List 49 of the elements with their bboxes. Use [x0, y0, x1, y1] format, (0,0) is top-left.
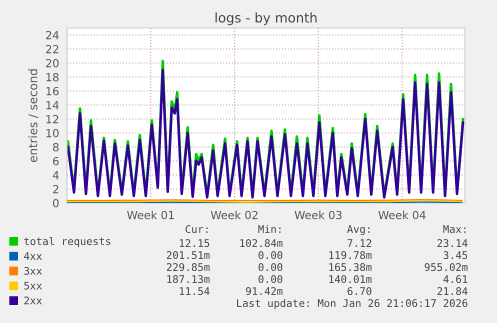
text: 187.13m	[167, 275, 210, 284]
text: Max:	[443, 225, 466, 234]
text: 6.70	[348, 287, 372, 296]
text: 3.45	[444, 251, 468, 260]
y-tick-label: 2	[53, 184, 58, 194]
legend-label: total requests	[24, 237, 110, 248]
y-tick-label: 6	[53, 156, 59, 166]
text: 0.00	[258, 251, 282, 260]
text: 201.51m	[166, 251, 210, 260]
legend-label: 5xx	[24, 282, 42, 290]
text: 0.00	[258, 275, 282, 284]
text: 955.02m	[424, 263, 468, 272]
text: Min:	[258, 224, 280, 233]
text: Last update: Mon Jan 26 21:06:17 2026	[237, 298, 468, 310]
text: 21.84	[437, 287, 468, 296]
text: 119.78m	[329, 251, 372, 260]
text: 0.00	[258, 263, 282, 272]
legend-label: 4xx	[24, 252, 42, 260]
x-tick-label: Week 01	[127, 210, 174, 220]
y-tick-label: 8	[53, 142, 59, 152]
legend-label: 2xx	[24, 296, 42, 304]
y-tick-label: 16	[46, 86, 59, 96]
y-tick-label: 4	[52, 171, 59, 180]
text: Avg:	[347, 225, 370, 236]
y-tick-label: 12	[46, 114, 58, 124]
text: 91.42m	[246, 287, 283, 296]
y-tick-label: 18	[46, 72, 59, 82]
text: Cur:	[186, 225, 208, 234]
y-tick-label: 22	[46, 44, 58, 54]
x-tick-label: Week 03	[294, 210, 342, 220]
text: 7.12	[348, 239, 372, 247]
chart-title: logs - by month	[216, 12, 317, 26]
y-tick-label: 10	[46, 128, 59, 138]
y-tick-label: 14	[46, 101, 59, 110]
text: 4.61	[443, 275, 468, 284]
y-tick-label: 0	[53, 198, 59, 208]
y-tick-label: 24	[46, 30, 59, 40]
x-tick-label: Week 04	[378, 210, 426, 220]
text: 140.01m	[329, 275, 372, 284]
x-tick-label: Week 02	[210, 210, 258, 220]
text: 12.15	[180, 239, 210, 248]
y-axis-title: entries / second	[28, 69, 38, 162]
text: 11.54	[180, 287, 210, 296]
text: 102.84m	[240, 239, 283, 248]
text: 229.85m	[166, 263, 210, 272]
text: 23.14	[437, 239, 468, 248]
text: 165.38m	[329, 263, 372, 272]
y-tick-label: 20	[46, 58, 59, 68]
legend-label: 3xx	[24, 266, 42, 275]
